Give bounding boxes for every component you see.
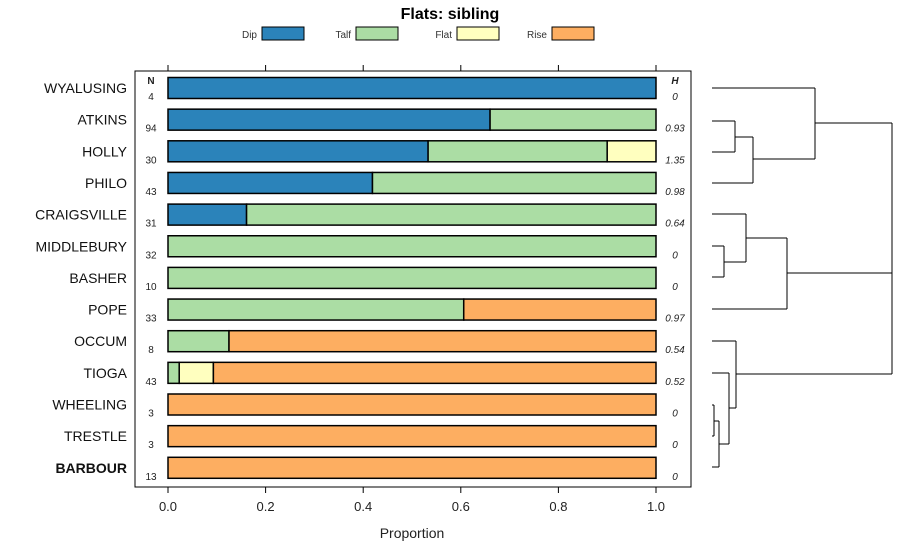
h-value-craigsville: 0.64: [665, 219, 685, 230]
category-label-wyalusing: WYALUSING: [44, 80, 127, 96]
bar-segment-occum-rise: [228, 329, 657, 353]
h-value-middlebury: 0: [672, 250, 678, 261]
bar-segment-wyalusing-dip: [167, 76, 657, 100]
category-label-craigsville: CRAIGSVILLE: [35, 207, 127, 223]
bar-segment-holly-dip: [167, 140, 429, 163]
n-column-header: N: [147, 76, 154, 87]
bar-segment-craigsville-talf: [245, 203, 657, 226]
legend-label-dip: Dip: [242, 30, 257, 41]
bar-segment-philo-talf: [371, 171, 657, 195]
plot-frame: [134, 70, 692, 488]
bar-segment-basher-talf: [167, 266, 657, 290]
n-value-wyalusing: 4: [148, 92, 154, 103]
legend-swatch-flat: [456, 26, 500, 41]
n-value-trestle: 3: [148, 440, 154, 451]
bar-segment-philo-dip: [167, 171, 374, 195]
n-value-tioga: 43: [145, 377, 157, 388]
bar-segment-barbour-rise: [167, 456, 657, 480]
category-label-holly: HOLLY: [82, 143, 128, 159]
category-label-barbour: BARBOUR: [55, 460, 127, 476]
n-value-craigsville: 31: [145, 219, 157, 230]
x-tick-label-4: 0.8: [549, 499, 567, 514]
n-value-middlebury: 32: [145, 250, 157, 261]
bar-segment-wheeling-rise: [167, 393, 657, 416]
legend-label-flat: Flat: [435, 30, 452, 41]
bar-segment-tioga-talf: [167, 361, 180, 385]
category-label-trestle: TRESTLE: [64, 428, 127, 444]
h-value-holly: 1.35: [665, 155, 685, 166]
category-label-pope: POPE: [88, 302, 127, 318]
n-value-occum: 8: [148, 345, 154, 356]
bar-segment-tioga-flat: [178, 361, 215, 385]
category-label-basher: BASHER: [69, 270, 127, 286]
category-label-tioga: TIOGA: [83, 365, 127, 381]
x-tick-label-3: 0.6: [452, 499, 470, 514]
bar-segment-holly-flat: [606, 140, 657, 163]
chart-title: Flats: sibling: [401, 6, 500, 23]
bar-segment-pope-rise: [462, 298, 657, 321]
category-label-philo: PHILO: [85, 175, 127, 191]
h-value-philo: 0.98: [665, 187, 685, 198]
n-value-barbour: 13: [145, 472, 157, 483]
n-value-philo: 43: [145, 187, 157, 198]
h-column-header: H: [671, 76, 679, 87]
x-axis: 0.0 0.2 0.4 0.6 0.8 1.0: [159, 65, 665, 514]
category-label-middlebury: MIDDLEBURY: [35, 238, 127, 254]
bar-segment-holly-talf: [427, 140, 608, 163]
n-value-wheeling: 3: [148, 409, 154, 420]
x-tick-label-2: 0.4: [354, 499, 372, 514]
n-value-basher: 10: [145, 282, 157, 293]
h-value-basher: 0: [672, 282, 678, 293]
legend-label-rise: Rise: [527, 30, 547, 41]
x-tick-label-1: 0.2: [257, 499, 275, 514]
x-tick-label-5: 1.0: [647, 499, 665, 514]
n-value-pope: 33: [145, 314, 157, 325]
n-value-holly: 30: [145, 155, 157, 166]
dendrogram: [712, 87, 893, 468]
legend-swatch-rise: [551, 26, 595, 41]
h-value-tioga: 0.52: [665, 377, 685, 388]
h-value-atkins: 0.93: [665, 124, 685, 135]
h-value-wyalusing: 0: [672, 92, 678, 103]
legend-label-talf: Talf: [335, 30, 351, 41]
h-value-occum: 0.54: [665, 345, 685, 356]
bar-segment-trestle-rise: [167, 424, 657, 448]
dendrogram-branches: [712, 87, 893, 468]
bar-segment-middlebury-talf: [167, 235, 657, 258]
bar-segment-tioga-rise: [212, 361, 657, 385]
bar-segment-occum-talf: [167, 329, 230, 353]
x-axis-label: Proportion: [380, 525, 445, 541]
legend-swatch-talf: [355, 26, 399, 41]
h-value-trestle: 0: [672, 440, 678, 451]
category-label-occum: OCCUM: [74, 333, 127, 349]
legend: Dip Talf Flat Rise: [242, 26, 595, 41]
h-value-wheeling: 0: [672, 409, 678, 420]
h-value-pope: 0.97: [665, 314, 685, 325]
category-label-wheeling: WHEELING: [52, 397, 127, 413]
legend-swatch-dip: [261, 26, 305, 41]
bar-segment-craigsville-dip: [167, 203, 248, 226]
bar-segment-atkins-talf: [489, 108, 657, 131]
n-value-atkins: 94: [145, 124, 157, 135]
bar-segment-atkins-dip: [167, 108, 491, 131]
x-tick-label-0: 0.0: [159, 499, 177, 514]
h-value-barbour: 0: [672, 472, 678, 483]
category-label-atkins: ATKINS: [77, 112, 127, 128]
bar-segment-pope-talf: [167, 298, 465, 321]
